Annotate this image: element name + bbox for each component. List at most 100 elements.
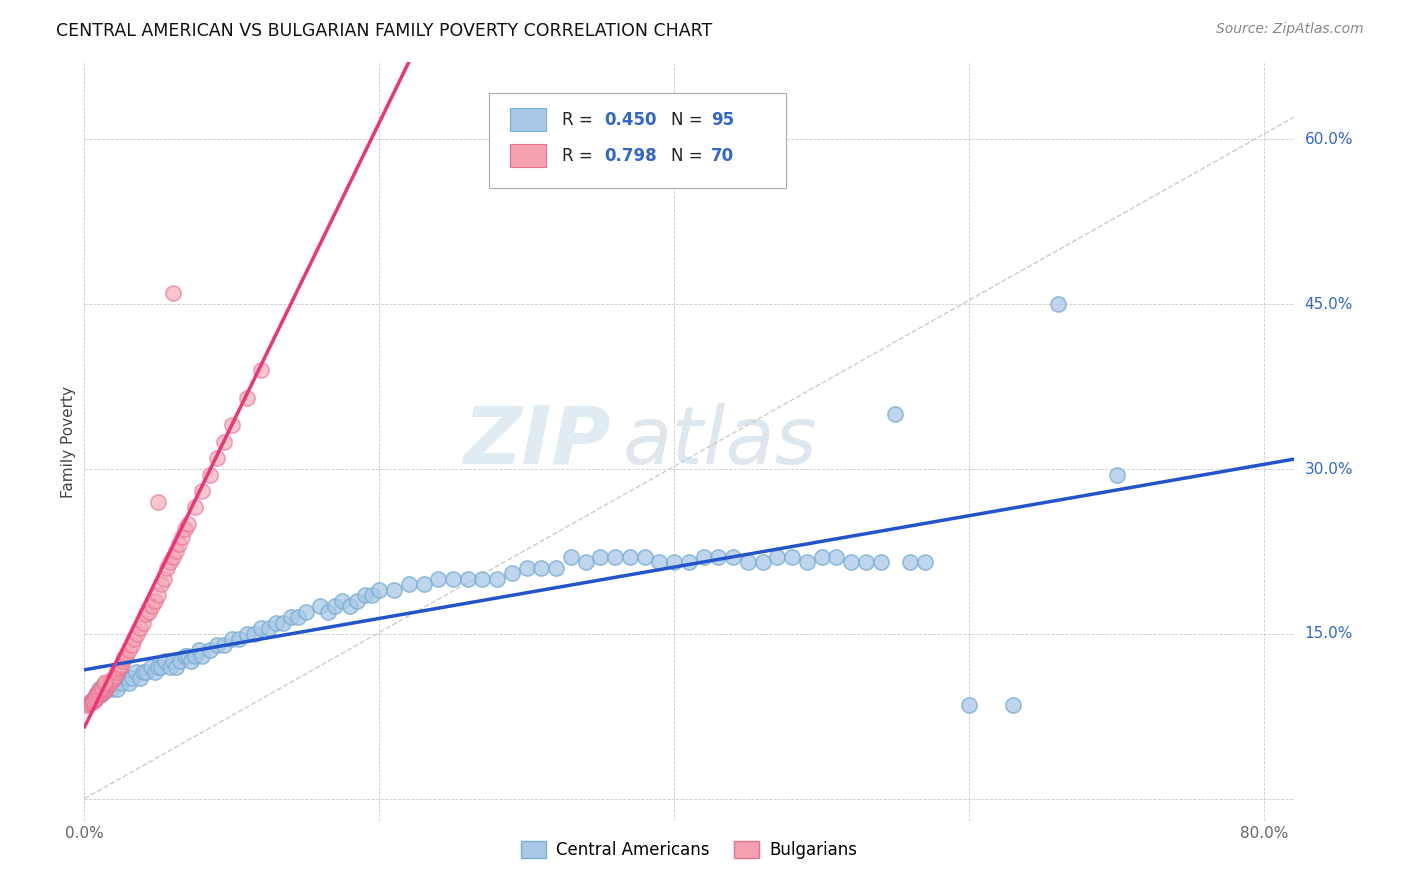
- Point: [173, 523, 195, 537]
- Point: [869, 556, 891, 570]
- Point: [91, 685, 114, 699]
- Point: [127, 627, 149, 641]
- Point: [86, 686, 108, 700]
- Point: [173, 648, 195, 663]
- Point: [114, 671, 136, 685]
- Point: [332, 594, 354, 608]
- Point: [98, 676, 121, 690]
- Point: [87, 681, 110, 696]
- Point: [516, 561, 538, 575]
- Point: [257, 621, 280, 635]
- Point: [780, 549, 803, 564]
- Point: [90, 686, 112, 700]
- Point: [353, 588, 375, 602]
- Point: [170, 530, 193, 544]
- Point: [634, 549, 657, 564]
- Point: [80, 692, 103, 706]
- Point: [382, 582, 405, 597]
- Point: [180, 654, 202, 668]
- Point: [169, 654, 191, 668]
- Point: [243, 627, 266, 641]
- Point: [150, 660, 173, 674]
- Point: [87, 684, 110, 698]
- Point: [104, 668, 127, 682]
- Point: [153, 572, 176, 586]
- Point: [117, 676, 139, 690]
- Bar: [510, 145, 547, 167]
- Point: [132, 615, 155, 630]
- Point: [112, 651, 135, 665]
- Point: [146, 495, 169, 509]
- Text: Source: ZipAtlas.com: Source: ZipAtlas.com: [1216, 22, 1364, 37]
- Point: [159, 660, 181, 674]
- Point: [91, 680, 114, 694]
- Point: [105, 681, 128, 696]
- Point: [91, 687, 114, 701]
- Point: [80, 695, 103, 709]
- Point: [132, 665, 155, 680]
- Point: [914, 556, 936, 570]
- Point: [156, 561, 179, 575]
- Point: [228, 632, 250, 647]
- Point: [546, 561, 568, 575]
- Point: [339, 599, 361, 614]
- Point: [105, 665, 128, 680]
- Point: [678, 556, 700, 570]
- Point: [79, 696, 101, 710]
- Point: [412, 577, 434, 591]
- Point: [108, 660, 131, 674]
- Point: [83, 692, 105, 706]
- Point: [309, 599, 332, 614]
- Text: 30.0%: 30.0%: [1305, 461, 1353, 476]
- Point: [94, 675, 117, 690]
- Point: [664, 556, 686, 570]
- Point: [737, 556, 759, 570]
- Point: [114, 648, 136, 663]
- Point: [191, 483, 214, 498]
- Point: [316, 605, 339, 619]
- Point: [898, 556, 921, 570]
- Point: [125, 665, 148, 680]
- Point: [146, 660, 169, 674]
- Bar: [510, 108, 547, 130]
- Point: [117, 643, 139, 657]
- Point: [214, 434, 236, 449]
- Point: [287, 610, 309, 624]
- Point: [143, 594, 166, 608]
- Point: [250, 363, 273, 377]
- Point: [1046, 297, 1069, 311]
- Point: [162, 549, 184, 564]
- Point: [1002, 698, 1025, 713]
- Point: [96, 681, 118, 696]
- Point: [111, 654, 134, 668]
- Point: [530, 561, 553, 575]
- Point: [235, 627, 257, 641]
- Point: [221, 418, 243, 433]
- Point: [560, 549, 582, 564]
- Point: [575, 556, 598, 570]
- Point: [273, 615, 295, 630]
- Text: 95: 95: [710, 112, 734, 129]
- Point: [101, 673, 124, 687]
- Point: [294, 605, 316, 619]
- Point: [214, 638, 236, 652]
- Point: [191, 648, 214, 663]
- Point: [94, 681, 117, 696]
- Point: [135, 607, 157, 621]
- Text: ZIP: ZIP: [463, 402, 610, 481]
- Point: [198, 467, 221, 482]
- Point: [184, 500, 207, 515]
- Point: [96, 680, 118, 694]
- Point: [589, 549, 612, 564]
- Point: [82, 692, 104, 706]
- Point: [184, 648, 207, 663]
- Point: [188, 643, 211, 657]
- Point: [1105, 467, 1128, 482]
- Point: [167, 537, 190, 551]
- Point: [103, 676, 125, 690]
- Text: N =: N =: [671, 147, 707, 165]
- Legend: Central Americans, Bulgarians: Central Americans, Bulgarians: [515, 834, 863, 865]
- Point: [751, 556, 773, 570]
- Point: [80, 695, 103, 709]
- Point: [501, 566, 523, 581]
